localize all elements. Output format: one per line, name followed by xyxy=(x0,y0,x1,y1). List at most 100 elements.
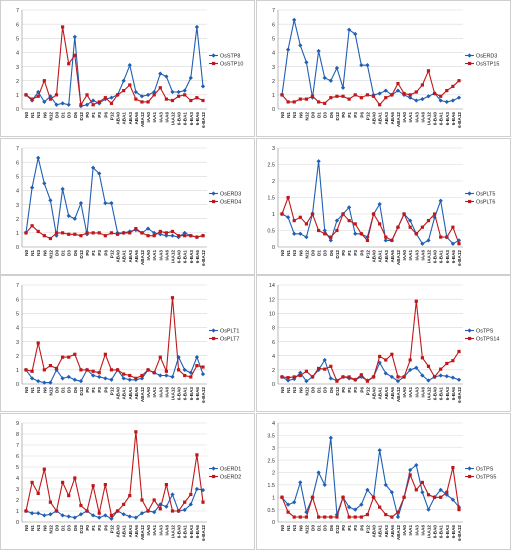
data-point xyxy=(146,234,150,238)
data-point xyxy=(122,502,126,506)
data-point xyxy=(432,375,437,379)
legend-marker xyxy=(468,199,472,204)
data-point xyxy=(30,369,34,373)
x-tick-label: ABA12 xyxy=(140,112,145,128)
series-line-OsERD1 xyxy=(25,488,204,520)
legend-marker xyxy=(468,474,472,479)
y-tick-label: 2.5 xyxy=(267,163,275,169)
data-point xyxy=(158,229,162,234)
data-point xyxy=(133,89,138,95)
y-tick-label: 4 xyxy=(16,51,19,57)
data-point xyxy=(298,480,303,485)
data-point xyxy=(286,376,290,380)
x-tick-label: 6-BA3 xyxy=(189,250,194,264)
legend-marker xyxy=(467,53,472,58)
data-point xyxy=(365,512,370,517)
x-tick-label: ABA0 xyxy=(116,250,121,263)
data-point xyxy=(396,375,400,379)
data-point xyxy=(414,299,418,303)
data-point xyxy=(292,375,296,379)
data-point xyxy=(61,231,65,235)
data-point xyxy=(152,498,156,502)
data-point xyxy=(353,507,358,512)
data-point xyxy=(97,511,101,515)
x-tick-label: N1 xyxy=(286,387,291,393)
data-point xyxy=(420,480,424,484)
y-tick-label: 5 xyxy=(16,174,19,180)
legend-label: OsPLT7 xyxy=(220,337,239,343)
x-tick-label: P3 xyxy=(97,387,102,393)
x-tick-label: D12 xyxy=(335,387,340,396)
x-tick-label: IAA0 xyxy=(402,250,407,261)
data-point xyxy=(85,509,89,513)
x-tick-label: D1 xyxy=(317,525,322,531)
y-tick-label: 8 xyxy=(272,326,275,332)
data-point xyxy=(54,233,59,238)
data-point xyxy=(390,238,394,242)
y-tick-label: 6 xyxy=(16,160,19,166)
data-point xyxy=(115,509,120,513)
data-point xyxy=(48,97,53,101)
x-tick-label: ABA3 xyxy=(384,525,389,538)
x-tick-label: P1 xyxy=(91,387,96,393)
data-point xyxy=(189,375,193,379)
legend-label: OsSTP8 xyxy=(220,54,240,60)
data-point xyxy=(176,368,181,372)
x-tick-label: P12 xyxy=(109,112,114,121)
data-point xyxy=(140,498,144,502)
x-tick-label: D3 xyxy=(67,525,72,531)
x-tick-label: D0 xyxy=(311,112,316,118)
y-tick-label: 0 xyxy=(272,520,275,526)
data-point xyxy=(134,376,138,380)
x-tick-label: D0 xyxy=(311,387,316,393)
x-tick-label: IAA12 xyxy=(170,250,175,263)
data-point xyxy=(408,218,413,223)
x-tick-label: 6-BA12 xyxy=(457,525,462,541)
y-tick-label: 7 xyxy=(272,8,275,14)
y-tick-label: 8 xyxy=(16,432,19,438)
data-point xyxy=(134,430,138,434)
data-point xyxy=(42,181,47,186)
data-point xyxy=(183,373,187,378)
x-tick-label: D0 xyxy=(311,250,316,256)
data-point xyxy=(420,225,424,229)
data-point xyxy=(323,367,327,371)
x-tick-label: 6-BA12 xyxy=(457,112,462,128)
panel-border xyxy=(0,138,255,275)
x-tick-label: D0 xyxy=(55,525,60,531)
y-tick-label: 6 xyxy=(16,454,19,460)
x-tick-label: ABA1 xyxy=(378,525,383,538)
x-tick-label: 6-BA1 xyxy=(439,112,444,126)
data-point xyxy=(457,349,461,354)
x-tick-label: D3 xyxy=(67,387,72,393)
data-point xyxy=(152,371,156,375)
data-point xyxy=(42,380,47,385)
legend-marker xyxy=(211,53,216,58)
data-point xyxy=(310,94,315,98)
panel-border xyxy=(0,275,255,412)
data-point xyxy=(66,514,71,519)
data-point xyxy=(91,513,96,518)
x-tick-label: IAA1 xyxy=(408,112,413,123)
data-point xyxy=(134,227,138,231)
x-tick-label: P6 xyxy=(103,112,108,118)
data-point xyxy=(384,96,388,100)
data-point xyxy=(347,375,351,379)
x-tick-label: IAA0 xyxy=(146,112,151,123)
y-tick-label: 2 xyxy=(272,471,275,477)
data-point xyxy=(408,93,412,97)
data-point xyxy=(359,515,363,519)
data-point xyxy=(176,234,181,238)
x-tick-label: P1 xyxy=(91,250,96,256)
chart-panel-2: 0 1 2 3 4 5 6 7 N0 N1 N3 N6 N12 D0 D1 D3 D6 D12 P0 P1 P3 P6 P1… xyxy=(256,0,511,137)
data-point xyxy=(48,364,53,368)
data-point xyxy=(353,378,357,382)
data-point xyxy=(323,515,327,519)
data-point xyxy=(170,296,175,300)
y-tick-label: 3 xyxy=(16,487,19,493)
y-tick-label: 6 xyxy=(16,297,19,303)
x-tick-label: 6-BA0 xyxy=(433,250,438,264)
data-point xyxy=(79,234,83,238)
x-tick-label: 6-BA6 xyxy=(451,112,456,126)
